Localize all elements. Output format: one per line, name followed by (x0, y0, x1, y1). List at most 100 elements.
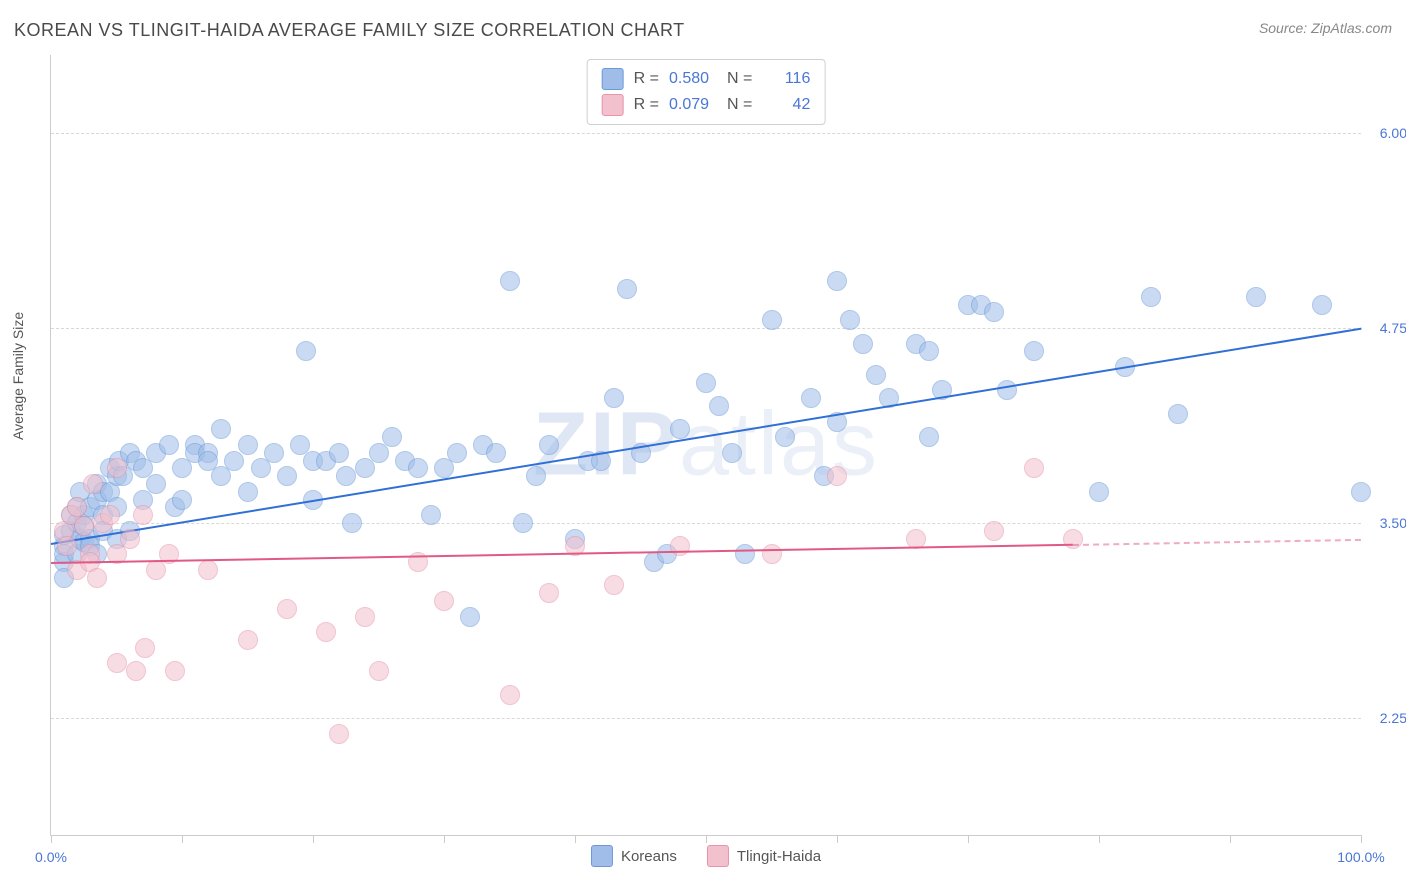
n-value: 42 (762, 96, 810, 114)
x-tick (1230, 835, 1231, 843)
legend-stat-row: R =0.079N =42 (602, 92, 811, 118)
scatter-point (369, 661, 389, 681)
x-tick (706, 835, 707, 843)
scatter-point (722, 443, 742, 463)
scatter-point (1024, 458, 1044, 478)
scatter-point (762, 544, 782, 564)
scatter-point (919, 427, 939, 447)
x-tick (575, 835, 576, 843)
scatter-point (100, 505, 120, 525)
scatter-point (827, 466, 847, 486)
scatter-point (617, 279, 637, 299)
x-tick (1361, 835, 1362, 843)
scatter-point (172, 490, 192, 510)
y-tick-label: 3.50 (1380, 515, 1406, 531)
scatter-point (329, 443, 349, 463)
x-tick (51, 835, 52, 843)
scatter-point (526, 466, 546, 486)
scatter-point (83, 474, 103, 494)
x-tick (313, 835, 314, 843)
scatter-point (1246, 287, 1266, 307)
scatter-point (107, 458, 127, 478)
scatter-point (801, 388, 821, 408)
x-tick (182, 835, 183, 843)
gridline (51, 328, 1361, 329)
scatter-point (238, 435, 258, 455)
scatter-point (709, 396, 729, 416)
scatter-point (1168, 404, 1188, 424)
x-tick (837, 835, 838, 843)
legend-item: Koreans (591, 845, 677, 867)
trend-line (1073, 539, 1361, 546)
scatter-point (735, 544, 755, 564)
scatter-point (126, 661, 146, 681)
scatter-point (775, 427, 795, 447)
scatter-point (146, 560, 166, 580)
scatter-point (670, 419, 690, 439)
scatter-point (919, 341, 939, 361)
scatter-point (408, 458, 428, 478)
scatter-point (513, 513, 533, 533)
scatter-point (135, 638, 155, 658)
scatter-point (382, 427, 402, 447)
scatter-point (165, 661, 185, 681)
scatter-point (316, 622, 336, 642)
scatter-point (1312, 295, 1332, 315)
gridline (51, 523, 1361, 524)
n-label: N = (727, 96, 752, 114)
chart-title: KOREAN VS TLINGIT-HAIDA AVERAGE FAMILY S… (14, 20, 685, 41)
r-value: 0.580 (669, 70, 717, 88)
x-tick (968, 835, 969, 843)
r-label: R = (634, 70, 659, 88)
scatter-point (1351, 482, 1371, 502)
scatter-point (500, 685, 520, 705)
legend-swatch (602, 68, 624, 90)
scatter-point (264, 443, 284, 463)
y-tick-label: 6.00 (1380, 125, 1406, 141)
scatter-point (342, 513, 362, 533)
scatter-point (696, 373, 716, 393)
scatter-point (296, 341, 316, 361)
scatter-point (840, 310, 860, 330)
scatter-point (984, 521, 1004, 541)
scatter-point (997, 380, 1017, 400)
scatter-point (57, 536, 77, 556)
scatter-point (827, 271, 847, 291)
y-axis-label: Average Family Size (10, 312, 26, 440)
scatter-point (1089, 482, 1109, 502)
scatter-point (762, 310, 782, 330)
legend-item: Tlingit-Haida (707, 845, 821, 867)
n-label: N = (727, 70, 752, 88)
scatter-point (355, 607, 375, 627)
y-tick-label: 4.75 (1380, 320, 1406, 336)
x-tick (1099, 835, 1100, 843)
source-label: Source: ZipAtlas.com (1259, 20, 1392, 36)
legend-label: Tlingit-Haida (737, 848, 821, 865)
scatter-point (238, 630, 258, 650)
scatter-point (421, 505, 441, 525)
scatter-point (486, 443, 506, 463)
legend-stat-row: R =0.580N =116 (602, 66, 811, 92)
y-tick-label: 2.25 (1380, 710, 1406, 726)
scatter-point (866, 365, 886, 385)
scatter-point (238, 482, 258, 502)
scatter-point (336, 466, 356, 486)
gridline (51, 133, 1361, 134)
scatter-point (211, 419, 231, 439)
scatter-point (604, 575, 624, 595)
scatter-point (604, 388, 624, 408)
scatter-point (539, 435, 559, 455)
scatter-point (1141, 287, 1161, 307)
x-tick (444, 835, 445, 843)
scatter-point (670, 536, 690, 556)
scatter-point (146, 474, 166, 494)
scatter-point (277, 599, 297, 619)
trend-line (51, 544, 1073, 564)
scatter-point (198, 560, 218, 580)
scatter-point (329, 724, 349, 744)
scatter-point (159, 435, 179, 455)
scatter-point (500, 271, 520, 291)
scatter-point (67, 497, 87, 517)
legend-swatch (591, 845, 613, 867)
scatter-point (1024, 341, 1044, 361)
